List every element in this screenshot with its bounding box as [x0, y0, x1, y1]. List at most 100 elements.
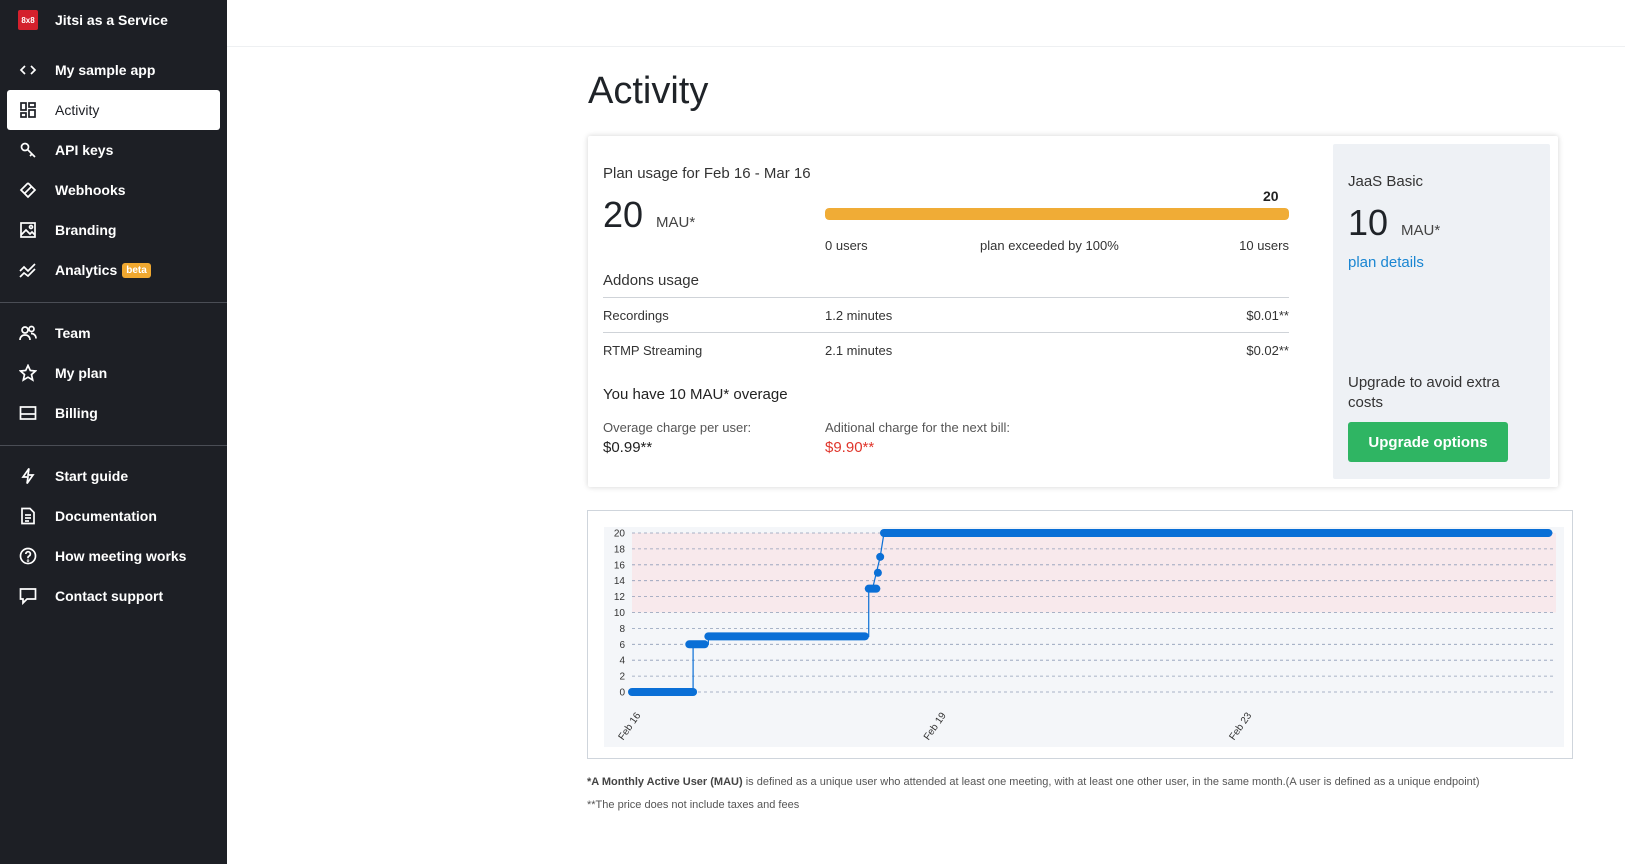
beta-badge: beta — [122, 262, 151, 278]
sidebar-item-label: Billing — [55, 405, 98, 421]
page-title: Activity — [588, 70, 709, 112]
sidebar-item-label: Analytics — [55, 262, 118, 278]
bar-center-label: plan exceeded by 100% — [980, 238, 1119, 253]
sidebar-item-activity[interactable]: Activity — [7, 90, 220, 130]
sidebar-item-contact-support[interactable]: Contact support — [7, 576, 220, 616]
billing-icon — [18, 403, 38, 423]
code-icon — [18, 60, 38, 80]
sidebar-item-label: API keys — [55, 142, 114, 158]
key-icon — [18, 140, 38, 160]
chart-y-tick-label: 6 — [619, 640, 625, 651]
sidebar-item-label: My sample app — [55, 62, 156, 78]
addon-amount: 2.1 minutes — [825, 342, 893, 358]
plan-usage-period: Plan usage for Feb 16 - Mar 16 — [603, 165, 811, 182]
mau-chart-card: 0 2 4 6 8 10 12 14 16 18 20 Feb 16 Feb 19 Feb 23 — [587, 510, 1573, 759]
upgrade-options-button[interactable]: Upgrade options — [1348, 422, 1508, 462]
plan-usage-card: Plan usage for Feb 16 - Mar 16 20 MAU* 2… — [588, 136, 1558, 487]
sidebar-item-label: Contact support — [55, 588, 164, 604]
upgrade-text: Upgrade to avoid extra costs — [1348, 374, 1500, 411]
sidebar-item-webhooks[interactable]: Webhooks — [7, 170, 220, 210]
image-icon — [18, 220, 38, 240]
top-bar — [227, 0, 1625, 47]
bar-left-label: 0 users — [825, 238, 868, 253]
sidebar-item-label: Team — [55, 325, 91, 341]
sidebar-item-how-meeting-works[interactable]: How meeting works — [7, 536, 220, 576]
webhook-icon — [18, 180, 38, 200]
plan-name: JaaS Basic — [1348, 173, 1424, 190]
addon-amount: 1.2 minutes — [825, 307, 893, 323]
chart-data-point — [876, 552, 885, 561]
addons-table: Recordings 1.2 minutes $0.01** RTMP Stre… — [603, 297, 1289, 367]
bolt-icon — [18, 466, 38, 486]
usage-summary: Plan usage for Feb 16 - Mar 16 20 MAU* 2… — [603, 136, 1289, 487]
addon-name: RTMP Streaming — [603, 342, 703, 358]
mau-value: 20 — [603, 194, 644, 235]
brand-logo: 8x8 — [18, 10, 38, 30]
mau-footnote: *A Monthly Active User (MAU) is defined … — [587, 776, 1480, 788]
bar-right-label: 10 users — [1239, 238, 1289, 253]
chart-y-tick-label: 0 — [619, 688, 625, 699]
sidebar-item-label: Webhooks — [55, 182, 126, 198]
chart-y-tick-label: 8 — [619, 624, 625, 635]
mau-footnote-bold: *A Monthly Active User (MAU) — [587, 776, 743, 788]
table-row: Recordings 1.2 minutes $0.01** — [603, 297, 1289, 332]
sidebar-section: Team My plan Billing — [0, 303, 227, 446]
additional-charge-value: $9.90** — [825, 439, 875, 456]
sidebar-section: My sample app Activity API keys Webhooks Bra… — [0, 40, 227, 303]
help-icon — [18, 546, 38, 566]
sidebar-item-label: How meeting works — [55, 548, 187, 564]
chart-over-limit-band — [632, 533, 1556, 613]
sidebar-item-team[interactable]: Team — [7, 313, 220, 353]
mau-footnote-text: is defined as a unique user who attended… — [742, 776, 1480, 788]
chart-y-tick-label: 16 — [614, 560, 626, 571]
sidebar-section: Start guide Documentation How meeting work… — [0, 446, 227, 628]
team-icon — [18, 323, 38, 343]
overage-per-user-label: Overage charge per user: — [603, 420, 752, 435]
sidebar-item-label: My plan — [55, 365, 108, 381]
sidebar-item-label: Branding — [55, 222, 117, 238]
dashboard-icon — [18, 100, 38, 120]
sidebar-nav: My sample app Activity API keys Webhooks Bra… — [0, 40, 227, 628]
table-row: RTMP Streaming 2.1 minutes $0.02** — [603, 332, 1289, 367]
sidebar-item-billing[interactable]: Billing — [7, 393, 220, 433]
addon-cost: $0.01** — [1246, 307, 1289, 323]
plan-details-link[interactable]: plan details — [1348, 254, 1424, 271]
chart-y-tick-label: 2 — [619, 672, 625, 683]
chart-y-tick-label: 12 — [614, 592, 626, 603]
additional-charge-label: Aditional charge for the next bill: — [825, 420, 1010, 435]
sidebar-item-my-plan[interactable]: My plan — [7, 353, 220, 393]
usage-progress-fill — [825, 208, 1289, 220]
sidebar-item-branding[interactable]: Branding — [7, 210, 220, 250]
plan-mau: 10 MAU* — [1348, 202, 1440, 244]
usage-bar-max-label: 20 — [1263, 188, 1279, 204]
app-title: Jitsi as a Service — [55, 12, 168, 28]
star-icon — [18, 363, 38, 383]
addon-name: Recordings — [603, 307, 669, 323]
sidebar-item-start-guide[interactable]: Start guide — [7, 456, 220, 496]
sidebar-item-my-sample-app[interactable]: My sample app — [7, 50, 220, 90]
brand[interactable]: 8x8 Jitsi as a Service — [0, 0, 227, 40]
sidebar-item-analytics[interactable]: Analytics beta — [7, 250, 220, 290]
addons-title: Addons usage — [603, 272, 699, 289]
sidebar-item-label: Start guide — [55, 468, 129, 484]
chat-icon — [18, 586, 38, 606]
sidebar-item-label: Documentation — [55, 508, 157, 524]
mau-unit: MAU* — [656, 214, 696, 231]
overage-title: You have 10 MAU* overage — [603, 386, 788, 403]
sidebar-item-api-keys[interactable]: API keys — [7, 130, 220, 170]
chart-y-tick-label: 4 — [619, 656, 625, 667]
chart-data-point — [873, 568, 882, 577]
addon-cost: $0.02** — [1246, 342, 1289, 358]
document-icon — [18, 506, 38, 526]
sidebar-item-label: Activity — [55, 102, 100, 118]
analytics-icon — [18, 260, 38, 280]
price-footnote: **The price does not include taxes and f… — [587, 799, 800, 811]
sidebar-item-documentation[interactable]: Documentation — [7, 496, 220, 536]
usage-progress-bar — [825, 208, 1289, 220]
plan-mau-value: 10 — [1348, 202, 1389, 243]
chart-y-tick-label: 18 — [614, 544, 626, 555]
plan-info-box: JaaS Basic 10 MAU* plan details Upgrade … — [1333, 144, 1550, 479]
current-mau: 20 MAU* — [603, 194, 695, 236]
chart-y-tick-label: 20 — [614, 529, 626, 540]
